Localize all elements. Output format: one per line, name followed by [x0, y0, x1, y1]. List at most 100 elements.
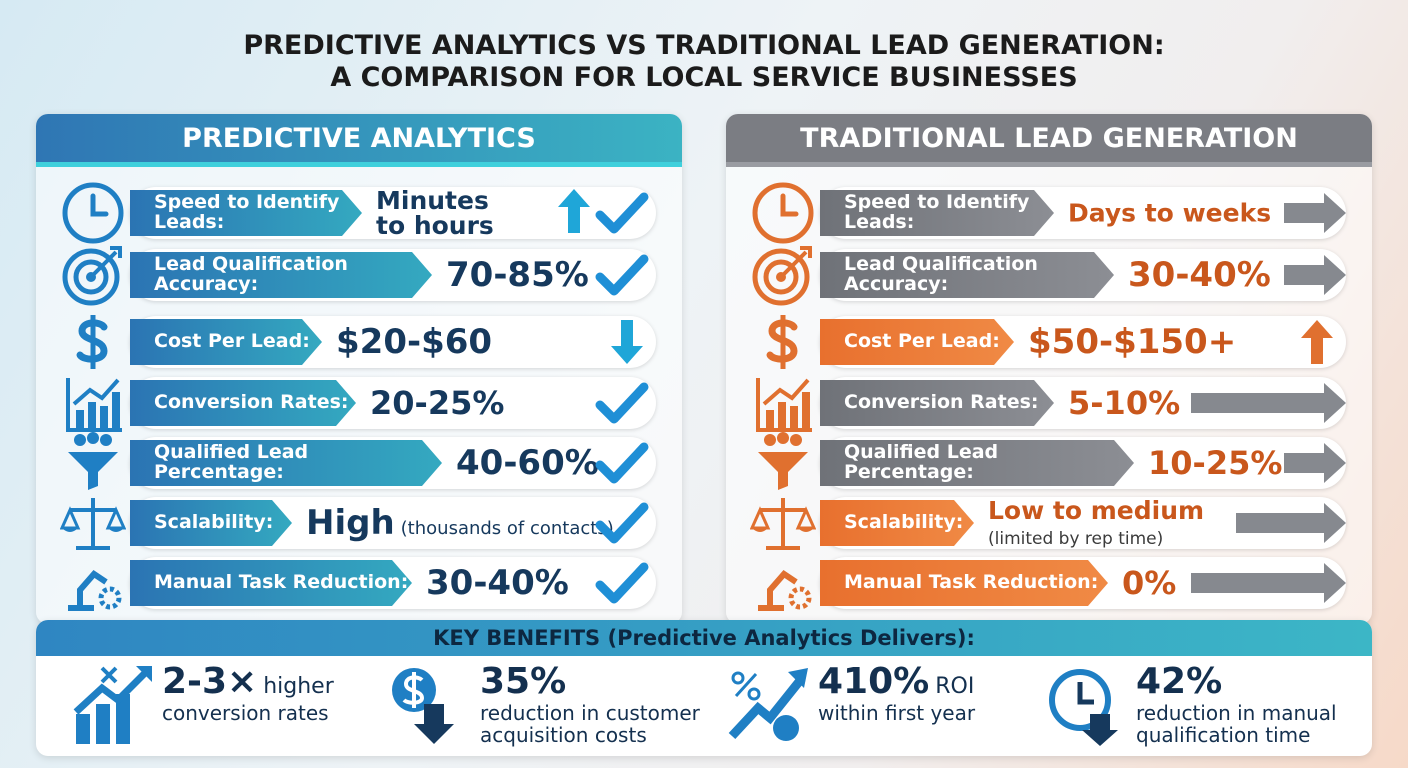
- row-value: $50-$150+: [1028, 325, 1236, 359]
- benefit-value: 35%: [480, 661, 567, 702]
- row-value: 20-25%: [370, 387, 504, 419]
- benefit-icon: [392, 668, 454, 744]
- row-value: 70-85%: [446, 258, 589, 292]
- value-text: 70-85%: [446, 255, 589, 295]
- right-arrow: [1284, 443, 1346, 483]
- row-icon: [62, 246, 122, 306]
- value-text: 5-10%: [1068, 384, 1181, 422]
- benefit-head: 410% ROI: [818, 664, 1058, 700]
- row-icon: [750, 498, 816, 550]
- title-line: A COMPARISON FOR LOCAL SERVICE BUSINESSE…: [330, 62, 1078, 93]
- value-text: Low to medium: [988, 496, 1205, 525]
- value-text: $20-$60: [336, 322, 493, 362]
- row-label: Conversion Rates:: [820, 380, 1054, 426]
- value-text: 0%: [1122, 564, 1177, 602]
- right-arrow: [1191, 563, 1346, 603]
- row-label: Scalability:: [130, 500, 292, 546]
- row-label: Cost Per Lead:: [130, 319, 322, 365]
- value-text: 10-25%: [1148, 444, 1283, 482]
- row-value: 5-10%: [1068, 387, 1180, 419]
- benefit-head: 2-3× higher: [162, 664, 402, 700]
- row-icon: [68, 570, 122, 611]
- down-arrow: [611, 320, 643, 364]
- benefit-suffix: higher: [263, 674, 334, 699]
- row-label: Lead Qualification Accuracy:: [130, 252, 432, 298]
- row-label: Manual Task Reduction:: [130, 560, 412, 606]
- benefits-heading: KEY BENEFITS (Predictive Analytics Deliv…: [36, 620, 1372, 656]
- row-value: 30-40%: [1128, 258, 1271, 292]
- row-label: Speed to Identify Leads:: [130, 190, 362, 236]
- benefit-text: 2-3× higher conversion rates: [162, 664, 402, 725]
- value-text: $50-$150+: [1028, 322, 1237, 362]
- row-icon: [60, 498, 126, 550]
- title-line: PREDICTIVE ANALYTICS VS TRADITIONAL LEAD…: [243, 30, 1165, 61]
- value-text: High: [306, 503, 395, 543]
- benefit-value: 2-3×: [162, 661, 258, 702]
- panel-heading: TRADITIONAL LEAD GENERATION: [726, 114, 1372, 167]
- benefit-text: 410% ROI within first year: [818, 664, 1058, 725]
- benefit-desc: reduction in customer acquisition costs: [480, 701, 700, 747]
- benefit-icon: [73, 666, 152, 744]
- row-label: Lead Qualification Accuracy:: [820, 252, 1114, 298]
- row-icon: [62, 182, 124, 244]
- row-icon: [756, 378, 812, 432]
- up-arrow: [558, 189, 590, 233]
- row-label: Qualified Lead Percentage:: [130, 440, 442, 486]
- panel-heading: PREDICTIVE ANALYTICS: [36, 114, 682, 167]
- row-icon: [76, 315, 108, 369]
- benefit-suffix: ROI: [935, 674, 975, 699]
- row-value: $20-$60: [336, 325, 492, 359]
- row-label: Conversion Rates:: [130, 380, 356, 426]
- right-arrow: [1236, 503, 1346, 543]
- benefit-desc: within first year: [818, 701, 976, 725]
- row-value: 0%: [1122, 567, 1176, 599]
- benefit-value: 42%: [1136, 661, 1223, 702]
- benefit-text: 35% reduction in customer acquisition cos…: [480, 664, 720, 747]
- value-note: (limited by rep time): [988, 529, 1164, 549]
- row-icon: [758, 570, 812, 611]
- row-value: Days to weeks: [1068, 201, 1271, 226]
- value-text: Days to weeks: [1068, 198, 1272, 228]
- benefit-head: 42%: [1136, 664, 1376, 700]
- row-icon: [752, 246, 812, 306]
- benefit-desc: conversion rates: [162, 701, 329, 725]
- right-arrow: [1284, 255, 1346, 295]
- value-text: 20-25%: [370, 384, 505, 422]
- row-value: High (thousands of contacts): [306, 506, 614, 540]
- check-mark: [595, 562, 649, 604]
- benefit-text: 42% reduction in manual qualification tim…: [1136, 664, 1376, 747]
- row-value: Low to medium (limited by rep time): [988, 498, 1218, 548]
- row-label: Scalability:: [820, 500, 974, 546]
- up-arrow: [1301, 320, 1333, 364]
- right-arrow: [1284, 193, 1346, 233]
- value-text: 40-60%: [456, 443, 599, 483]
- check-mark: [595, 442, 649, 484]
- row-value: 30-40%: [426, 566, 569, 600]
- value-text: 30-40%: [426, 563, 569, 603]
- row-icon: [758, 432, 808, 490]
- benefit-desc: reduction in manual qualification time: [1136, 701, 1337, 747]
- check-mark: [595, 192, 649, 234]
- row-value: 10-25%: [1148, 447, 1282, 479]
- check-mark: [595, 254, 649, 296]
- benefit-value: 410%: [818, 661, 930, 702]
- row-label: Cost Per Lead:: [820, 319, 1014, 365]
- row-label: Manual Task Reduction:: [820, 560, 1108, 606]
- row-icon: [66, 378, 122, 432]
- row-icon: [766, 315, 798, 369]
- right-arrow: [1191, 383, 1346, 423]
- value-note: (thousands of contacts): [400, 518, 614, 539]
- row-icon: [752, 182, 814, 244]
- row-value: Minutes to hours: [376, 188, 516, 238]
- row-label: Qualified Lead Percentage:: [820, 440, 1134, 486]
- row-label: Speed to Identify Leads:: [820, 190, 1054, 236]
- benefit-icon: [728, 668, 808, 741]
- benefit-head: 35%: [480, 664, 720, 700]
- benefit-icon: [1049, 669, 1118, 746]
- value-text: Minutes to hours: [376, 186, 494, 240]
- check-mark: [595, 502, 649, 544]
- row-icon: [68, 432, 118, 490]
- check-mark: [595, 382, 649, 424]
- value-text: 30-40%: [1128, 255, 1271, 295]
